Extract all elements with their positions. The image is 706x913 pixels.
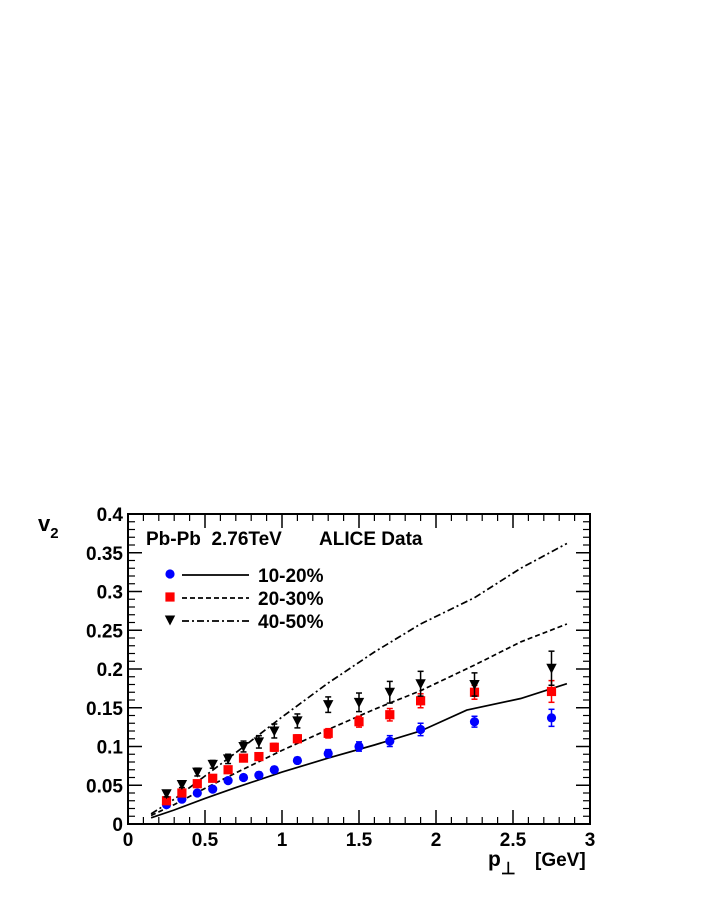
annotation-collision-system: Pb-Pb 2.76TeV <box>146 529 282 550</box>
data-point <box>269 765 279 775</box>
y-tick-label: 0.15 <box>86 699 123 720</box>
legend: 10-20%20-30%40-50% <box>164 566 324 633</box>
x-axis-label: p⊥ <box>488 848 516 878</box>
y-tick-label: 0.1 <box>97 738 124 759</box>
y-axis-tick-labels: 0 0.05 0.1 0.15 0.2 0.25 0.3 0.35 0.4 <box>86 505 123 836</box>
y-tick-label: 0.25 <box>86 621 123 642</box>
data-point <box>546 686 557 697</box>
data-point <box>269 726 280 737</box>
data-point <box>192 788 202 798</box>
x-tick-label: 0 <box>123 830 134 851</box>
data-points <box>161 650 557 810</box>
data-point <box>223 776 233 786</box>
data-point <box>238 753 249 763</box>
y-axis-label: v2 <box>38 511 59 542</box>
x-tick-label: 0.5 <box>192 830 219 851</box>
data-point <box>292 716 303 727</box>
legend-label: 40-50% <box>258 612 324 633</box>
data-point <box>223 765 233 775</box>
data-point <box>254 751 264 762</box>
data-point <box>292 734 302 744</box>
data-point <box>161 796 172 806</box>
y-axis-label-main: v <box>38 511 51 536</box>
data-point <box>469 680 480 690</box>
annotation-data-source: ALICE Data <box>319 529 423 550</box>
legend-marker <box>165 569 175 579</box>
data-point <box>323 748 333 759</box>
data-point <box>323 700 334 711</box>
data-point <box>546 713 557 723</box>
legend-marker <box>165 592 175 602</box>
data-point <box>192 779 202 789</box>
y-tick-label: 0.35 <box>86 544 123 565</box>
x-tick-label: 1 <box>277 830 288 851</box>
data-point <box>238 772 249 783</box>
y-tick-label: 0.4 <box>97 505 124 526</box>
x-tick-label: 3 <box>585 830 596 851</box>
data-point <box>222 754 234 765</box>
data-point <box>384 687 395 698</box>
data-point <box>192 767 203 778</box>
data-point <box>416 696 426 706</box>
legend-label: 20-30% <box>258 589 324 610</box>
legend-label: 10-20% <box>258 566 324 587</box>
data-point <box>354 741 364 752</box>
y-tick-label: 0.05 <box>86 776 123 797</box>
data-point <box>469 717 480 727</box>
y-tick-label: 0.3 <box>97 583 123 604</box>
data-point <box>177 788 187 798</box>
data-point <box>253 737 265 748</box>
data-point <box>416 724 426 735</box>
data-point <box>385 710 395 720</box>
data-point <box>238 742 249 752</box>
data-point <box>161 789 172 800</box>
data-point <box>546 663 557 674</box>
model-curve <box>150 542 568 815</box>
y-tick-label: 0 <box>112 815 123 836</box>
data-point <box>269 742 279 752</box>
y-axis-label-sub: 2 <box>50 525 58 542</box>
axis-ticks <box>127 513 591 825</box>
x-tick-label: 1.5 <box>346 830 373 851</box>
data-point <box>254 770 264 780</box>
data-point <box>354 717 364 727</box>
data-point <box>353 697 365 708</box>
data-point <box>176 779 188 790</box>
x-axis-unit: [GeV] <box>535 850 586 871</box>
x-axis-label-sub: ⊥ <box>501 859 516 878</box>
data-point <box>323 728 333 738</box>
data-point <box>208 773 218 783</box>
data-point <box>207 759 218 770</box>
x-axis-label-main: p <box>488 848 501 871</box>
data-point <box>385 736 395 746</box>
x-tick-label: 2.5 <box>500 830 527 851</box>
data-point <box>415 679 426 690</box>
data-point <box>208 784 218 794</box>
x-tick-label: 2 <box>431 830 442 851</box>
data-point <box>292 755 302 766</box>
x-axis-tick-labels: 0 0.5 1 1.5 2 2.5 3 <box>123 830 596 851</box>
y-tick-label: 0.2 <box>97 660 123 681</box>
legend-marker <box>164 615 176 626</box>
